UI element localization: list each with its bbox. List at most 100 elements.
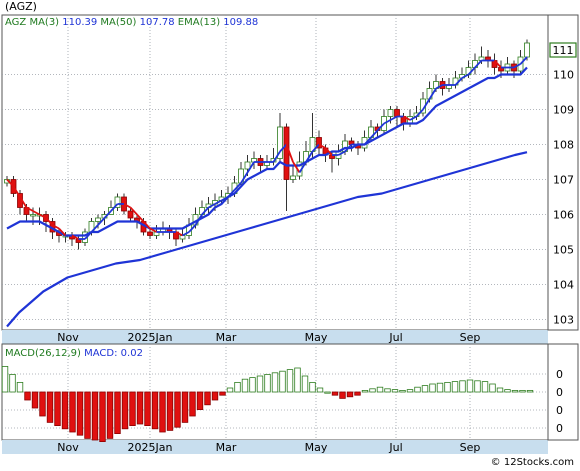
candle-body	[394, 109, 400, 117]
macd-bar	[429, 383, 436, 393]
ma3-segment	[214, 199, 222, 205]
macd-y-tick-label: 0	[556, 368, 563, 381]
candle-body	[30, 214, 36, 217]
macd-bar	[301, 375, 309, 393]
price-y-tick-label: 110	[553, 69, 574, 82]
candle-body	[283, 126, 290, 180]
ma3-segment	[292, 161, 301, 173]
macd-bar	[31, 391, 39, 409]
macd-bar	[16, 381, 24, 393]
price-x-tick-label: Jul	[388, 331, 402, 344]
price-legend-item: AGZ	[5, 17, 26, 28]
candle-body	[95, 217, 101, 222]
macd-bar	[526, 389, 534, 393]
macd-bar	[279, 370, 286, 393]
macd-bar	[39, 391, 46, 417]
ma3-segment	[240, 172, 249, 184]
ma3-segment	[103, 210, 112, 219]
macd-bar	[369, 388, 376, 393]
candle-body	[316, 137, 322, 149]
macd-bar	[121, 391, 129, 430]
macd-bar	[399, 389, 406, 393]
macd-bar	[459, 380, 466, 393]
ma3-segment	[415, 108, 424, 118]
price-y-tick-label: 109	[553, 104, 574, 117]
ma3-segment	[208, 203, 216, 209]
credit-text: © 12Stocks.com	[490, 457, 574, 468]
ma3-segment	[390, 115, 398, 121]
macd-bar	[129, 391, 136, 426]
macd-legend-item: MACD(26,12,9)	[5, 348, 81, 359]
macd-bar	[451, 381, 459, 393]
macd-bar	[376, 386, 384, 393]
candle-body	[290, 175, 296, 180]
macd-bar	[489, 383, 496, 393]
macd-x-axis-band	[2, 440, 548, 454]
ma3-segment	[318, 143, 326, 149]
macd-x-tick-label: Mar	[216, 441, 237, 454]
macd-x-tick-label: Sep	[460, 441, 481, 454]
ma3-segment	[403, 115, 411, 121]
macd-bar	[324, 391, 331, 394]
macd-bar	[444, 381, 451, 393]
macd-bar	[466, 379, 474, 393]
price-x-tick-label: May	[305, 331, 328, 344]
macd-bar	[384, 388, 391, 393]
ma3-segment	[221, 196, 229, 202]
macd-bar	[196, 391, 204, 411]
macd-bar	[211, 391, 219, 401]
ma3-segment	[110, 203, 119, 212]
macd-bar	[391, 389, 399, 393]
price-legend-item: 109.88	[220, 17, 258, 28]
ma3-segment	[188, 224, 197, 233]
ma3-segment	[279, 143, 288, 153]
macd-x-tick-label: May	[305, 441, 328, 454]
candle-body	[524, 42, 530, 58]
ma3-segment	[409, 115, 417, 121]
macd-panel: MACD(26,12,9) MACD: 0.02 0 0 0 0 Nov 2025Jan Ma…	[1, 343, 579, 454]
ma3-segment	[344, 143, 353, 153]
macd-bar	[414, 386, 421, 393]
ma3-segment	[435, 84, 443, 90]
ma3-segment	[58, 227, 67, 237]
ma3-segment	[363, 136, 372, 146]
macd-bar	[226, 387, 234, 393]
ma3-segment	[90, 224, 99, 233]
macd-bar	[294, 367, 301, 393]
price-y-tick-label: 104	[553, 279, 574, 292]
macd-bar	[189, 391, 196, 417]
macd-bar	[9, 373, 16, 393]
macd-bar	[474, 380, 481, 393]
macd-bar	[61, 391, 69, 430]
ma3-segment	[474, 59, 483, 69]
macd-bar	[99, 391, 106, 442]
ma3-segment	[175, 231, 183, 237]
candle-body	[517, 56, 524, 72]
candle-body	[179, 235, 186, 240]
ma3-segment	[45, 217, 54, 226]
ma3-segment	[26, 206, 34, 212]
macd-bar	[264, 373, 271, 393]
price-y-tick-label: 106	[553, 209, 574, 222]
ma3-segment	[182, 231, 190, 237]
macd-bar	[286, 369, 294, 393]
price-legend-item: MA(50)	[97, 17, 136, 28]
macd-bar	[331, 391, 339, 396]
ma3-segment	[136, 213, 145, 223]
price-x-tick-label: Sep	[460, 331, 481, 344]
price-y-tick-label: 108	[553, 139, 574, 152]
ma3-segment	[311, 143, 320, 153]
ma3-segment	[493, 59, 502, 69]
macd-bar	[1, 365, 9, 393]
ma3-segment	[272, 151, 281, 163]
macd-bar	[151, 391, 159, 430]
macd-bar	[406, 389, 414, 393]
macd-y-tick-label: 0	[556, 404, 563, 417]
macd-bar	[219, 391, 226, 396]
macd-bar	[76, 391, 84, 436]
macd-bar	[46, 391, 54, 423]
macd-bar	[339, 391, 346, 399]
macd-bar	[481, 381, 489, 393]
ma3-segment	[19, 196, 28, 208]
